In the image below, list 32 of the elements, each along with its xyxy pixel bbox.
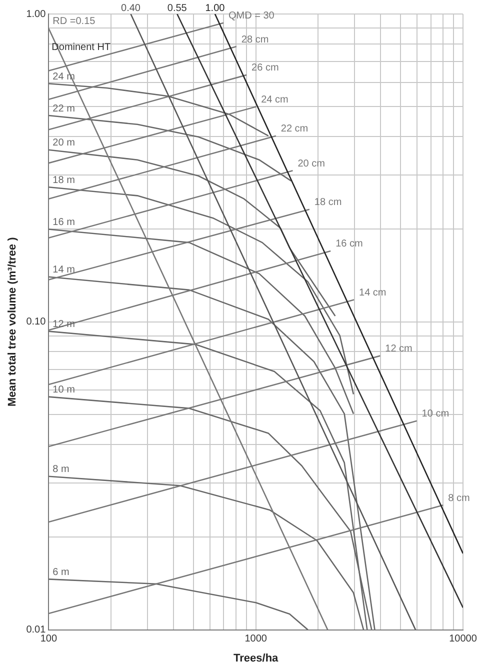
series-label: 8 m xyxy=(52,464,70,476)
series-label: 16 m xyxy=(52,216,75,228)
series-label: 26 cm xyxy=(252,62,279,74)
series-label: 20 m xyxy=(52,138,75,149)
series-label: 22 m xyxy=(52,103,75,114)
y-tick-label: 0.01 xyxy=(26,624,46,636)
series-label: 8 cm xyxy=(448,492,470,504)
x-axis-title: Trees/ha xyxy=(234,652,280,664)
series-label: 24 cm xyxy=(261,94,288,106)
series-label: QMD = 30 xyxy=(228,10,275,22)
y-tick-label: 0.10 xyxy=(26,316,46,328)
series-label: 14 cm xyxy=(359,288,386,299)
x-tick-label: 1000 xyxy=(244,634,268,645)
series-label: 12 cm xyxy=(385,344,412,355)
series-label: 6 m xyxy=(52,566,70,578)
series-label: 10 cm xyxy=(422,408,450,420)
y-tick-label: 1.00 xyxy=(26,8,46,20)
series-label: 18 cm xyxy=(314,197,342,208)
series-label: 22 cm xyxy=(280,124,308,135)
series-label: 10 m xyxy=(52,384,75,396)
series-label: RD =0.15 xyxy=(52,16,96,28)
series-label: 20 cm xyxy=(298,158,325,170)
series-label: 18 m xyxy=(52,174,75,186)
series-label: 0.40 xyxy=(121,2,141,14)
x-tick-label: 10000 xyxy=(449,634,478,645)
x-tick-label: 100 xyxy=(40,634,58,645)
y-axis-title: Mean total tree volume (m³/tree ) xyxy=(6,236,19,407)
series-label: 28 cm xyxy=(241,34,269,46)
series-label: 16 cm xyxy=(336,238,363,250)
series-label: 14 m xyxy=(52,264,75,276)
series-label: 0.55 xyxy=(167,2,188,14)
series-label: 1.00 xyxy=(205,2,226,14)
